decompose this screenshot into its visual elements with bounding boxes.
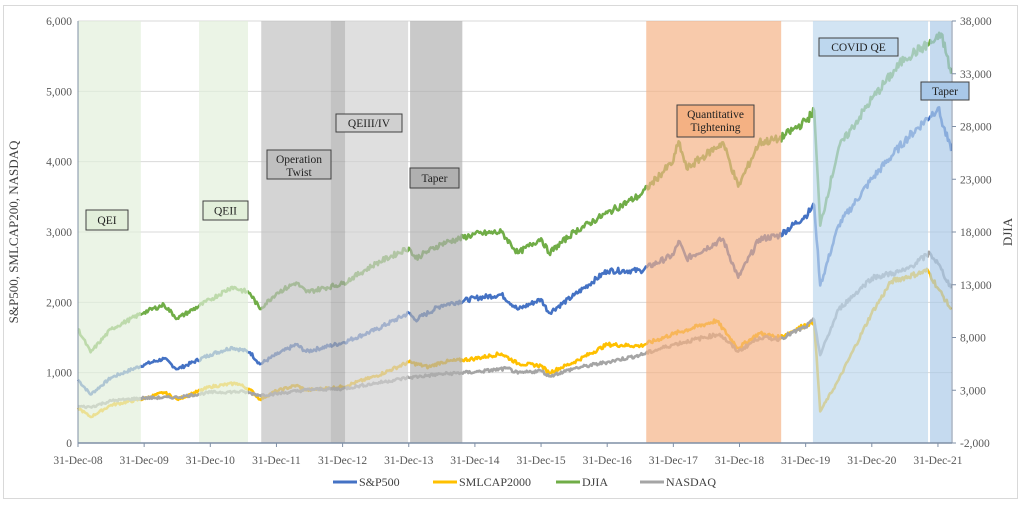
region-label-text: Quantitative Tightening bbox=[687, 109, 744, 134]
x-tick-label: 31-Dec-21 bbox=[913, 455, 962, 467]
region-shade bbox=[646, 21, 782, 443]
x-tick-label: 31-Dec-20 bbox=[847, 455, 896, 467]
axes: 0 1,000 2,000 3,000 4,000 5,000 6,000 -2,000 3,0… bbox=[46, 16, 992, 467]
x-tick-label: 31-Dec-13 bbox=[384, 455, 433, 467]
region-label-box bbox=[920, 81, 970, 101]
policy-regions bbox=[78, 21, 952, 443]
region-label-text: QEIII/IV bbox=[348, 118, 391, 130]
x-tick-label: 31-Dec-16 bbox=[583, 455, 632, 467]
y2-tick-label: 23,000 bbox=[960, 174, 992, 186]
y2-tick-label: 38,000 bbox=[960, 16, 992, 28]
legend-label: SMLCAP2000 bbox=[459, 475, 531, 489]
x-tick-label: 31-Dec-09 bbox=[120, 455, 169, 467]
x-tick-label: 31-Dec-18 bbox=[715, 455, 764, 467]
y-tick-label: 3,000 bbox=[46, 227, 72, 239]
region-shade bbox=[410, 21, 463, 443]
legend-label: NASDAQ bbox=[666, 475, 716, 489]
x-tick-label: 31-Dec-17 bbox=[649, 455, 698, 467]
region-shade bbox=[930, 21, 952, 443]
region-label-text: COVID QE bbox=[831, 42, 886, 54]
region-label-text: Taper bbox=[932, 86, 958, 98]
region-label-box bbox=[266, 149, 332, 180]
y-tick-label: 4,000 bbox=[46, 157, 72, 169]
y-tick-label: 6,000 bbox=[46, 16, 72, 28]
legend-label: S&P500 bbox=[359, 475, 400, 489]
region-label-box bbox=[85, 209, 129, 231]
y2-axis-label: DJIA bbox=[1000, 217, 1015, 246]
y-axis-label: S&P500, SMLCAP200, NASDAQ bbox=[6, 140, 21, 323]
legend-label: DJIA bbox=[582, 475, 608, 489]
chart-frame bbox=[3, 5, 1018, 499]
y2-tick-label: 28,000 bbox=[960, 122, 992, 134]
y-tick-label: 0 bbox=[66, 438, 72, 450]
x-tick-label: 31-Dec-19 bbox=[781, 455, 830, 467]
y-tick-label: 1,000 bbox=[46, 368, 72, 380]
x-tick-label: 31-Dec-08 bbox=[53, 455, 102, 467]
region-shade bbox=[261, 21, 331, 443]
x-tick-label: 31-Dec-11 bbox=[252, 455, 301, 467]
y-tick-label: 2,000 bbox=[46, 297, 72, 309]
x-tick-label: 31-Dec-10 bbox=[186, 455, 235, 467]
region-shade bbox=[199, 21, 249, 443]
region-label-box bbox=[818, 37, 899, 57]
y2-tick-label: -2,000 bbox=[960, 438, 990, 450]
y2-tick-label: 8,000 bbox=[960, 333, 986, 345]
region-shade bbox=[345, 21, 409, 443]
region-label-box bbox=[202, 200, 249, 221]
x-tick-label: 31-Dec-15 bbox=[516, 455, 565, 467]
region-labels: QEI QEII Operation Twist QEIII/IV Taper Quanti… bbox=[85, 37, 970, 231]
y2-tick-label: 3,000 bbox=[960, 385, 986, 397]
region-label-text: Taper bbox=[421, 173, 447, 185]
region-label-box bbox=[335, 113, 403, 133]
legend: S&P500 SMLCAP2000 DJIA NASDAQ bbox=[333, 475, 716, 489]
x-tick-label: 31-Dec-12 bbox=[318, 455, 367, 467]
y2-tick-label: 13,000 bbox=[960, 280, 992, 292]
region-label-text: QEI bbox=[97, 215, 116, 227]
y2-tick-label: 18,000 bbox=[960, 227, 992, 239]
region-shade bbox=[812, 21, 929, 443]
region-label-text: Operation Twist bbox=[276, 154, 322, 179]
region-label-box bbox=[676, 104, 755, 138]
y-tick-label: 5,000 bbox=[46, 86, 72, 98]
region-label-text: QEII bbox=[214, 206, 237, 218]
y2-tick-label: 33,000 bbox=[960, 69, 992, 81]
region-label-box bbox=[409, 167, 460, 189]
region-shade bbox=[78, 21, 141, 443]
region-shade bbox=[330, 21, 346, 443]
x-tick-label: 31-Dec-14 bbox=[450, 455, 499, 467]
